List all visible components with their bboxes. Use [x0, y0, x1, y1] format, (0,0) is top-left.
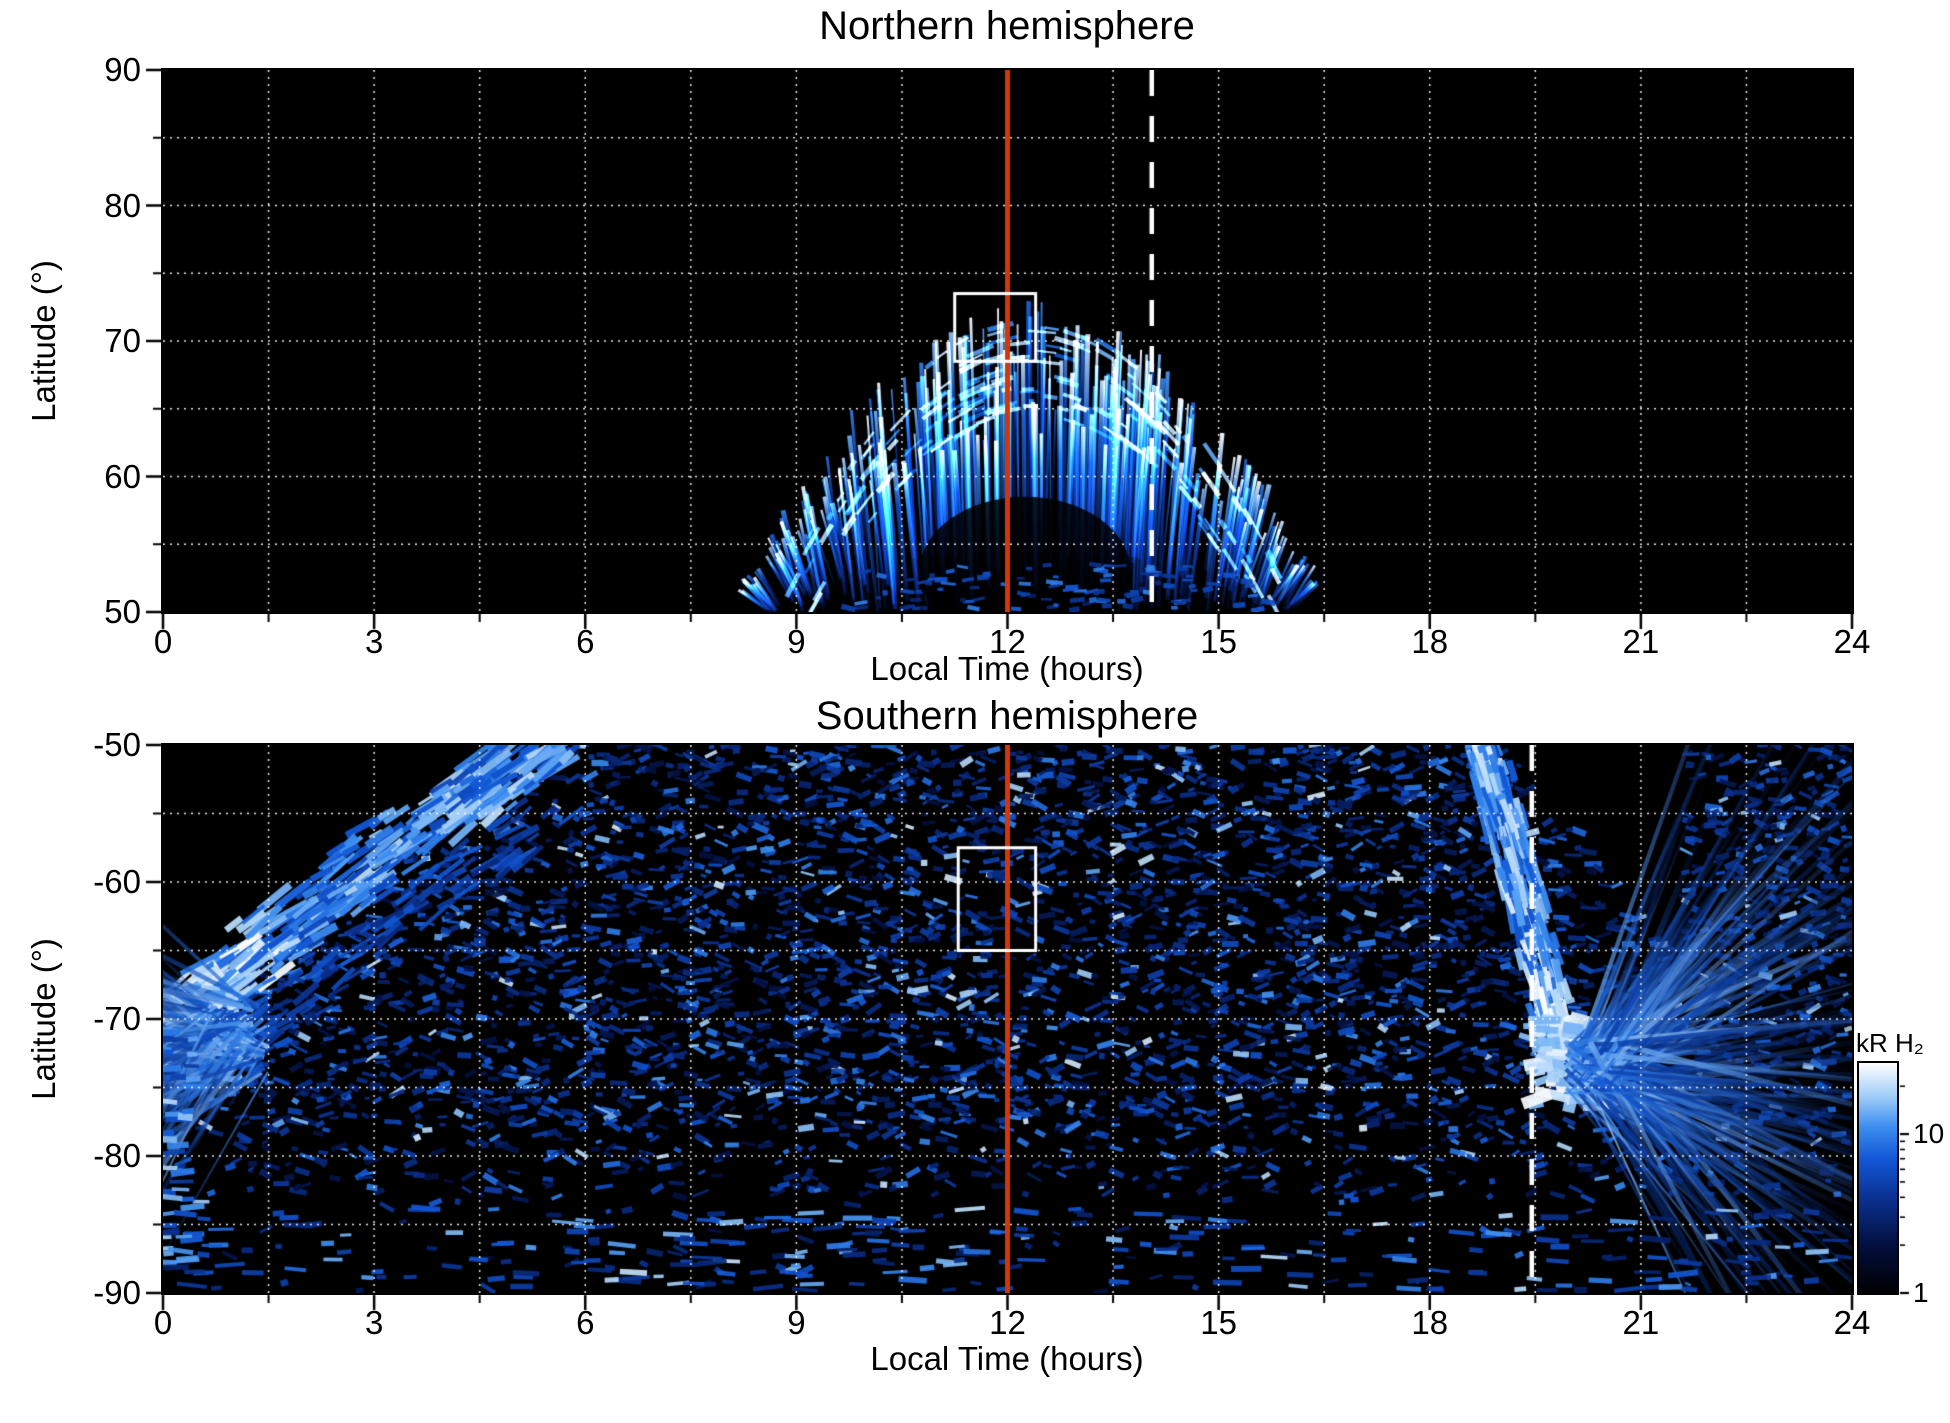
x-tick-label: 12	[989, 623, 1026, 660]
x-tick-label: 3	[364, 1304, 384, 1341]
x-tick-label: 6	[576, 623, 595, 660]
x-tick-label: 18	[1411, 623, 1449, 660]
colorbar-tick-label: 1	[1913, 1277, 1929, 1308]
north-plot-title: Northern hemisphere	[819, 4, 1195, 48]
south-heatmap-canvas	[161, 743, 1854, 1295]
y-tick-label: -90	[93, 1274, 141, 1311]
x-tick-label: 21	[1622, 623, 1660, 660]
north-heatmap-canvas	[161, 68, 1854, 614]
colorbar-tick-label: 10	[1913, 1118, 1945, 1150]
north-y-axis-label: Latitude (°)	[25, 260, 62, 422]
colorbar-canvas	[1857, 1061, 1899, 1295]
y-tick-label: -70	[93, 1000, 141, 1037]
y-tick-label: 50	[104, 593, 141, 630]
x-tick-label: 15	[1200, 623, 1237, 660]
x-tick-label: 21	[1622, 1304, 1660, 1341]
y-tick-label: 80	[104, 186, 141, 224]
colorbar-title: kR H₂	[1856, 1028, 1924, 1058]
x-tick-label: 24	[1833, 1304, 1871, 1341]
x-tick-label: 9	[787, 623, 806, 660]
y-tick-label: -50	[93, 726, 141, 763]
y-tick-label: 90	[104, 51, 141, 88]
x-tick-label: 9	[787, 1304, 806, 1341]
south-plot-title: Southern hemisphere	[815, 694, 1199, 738]
x-tick-label: 15	[1200, 1304, 1237, 1341]
y-tick-label: 60	[104, 457, 141, 495]
y-tick-label: -60	[93, 863, 141, 900]
x-tick-label: 12	[989, 1304, 1026, 1341]
x-tick-label: 24	[1833, 623, 1871, 660]
y-tick-label: 70	[104, 322, 141, 359]
north-x-axis-label: Local Time (hours)	[870, 650, 1144, 687]
x-tick-label: 3	[364, 623, 384, 660]
south-y-axis-label: Latitude (°)	[25, 938, 62, 1100]
x-tick-label: 18	[1411, 1304, 1449, 1341]
x-tick-label: 6	[576, 1304, 595, 1341]
south-x-axis-label: Local Time (hours)	[870, 1340, 1144, 1377]
x-tick-label: 0	[153, 1304, 173, 1341]
y-tick-label: -80	[93, 1137, 141, 1174]
x-tick-label: 0	[153, 623, 173, 660]
